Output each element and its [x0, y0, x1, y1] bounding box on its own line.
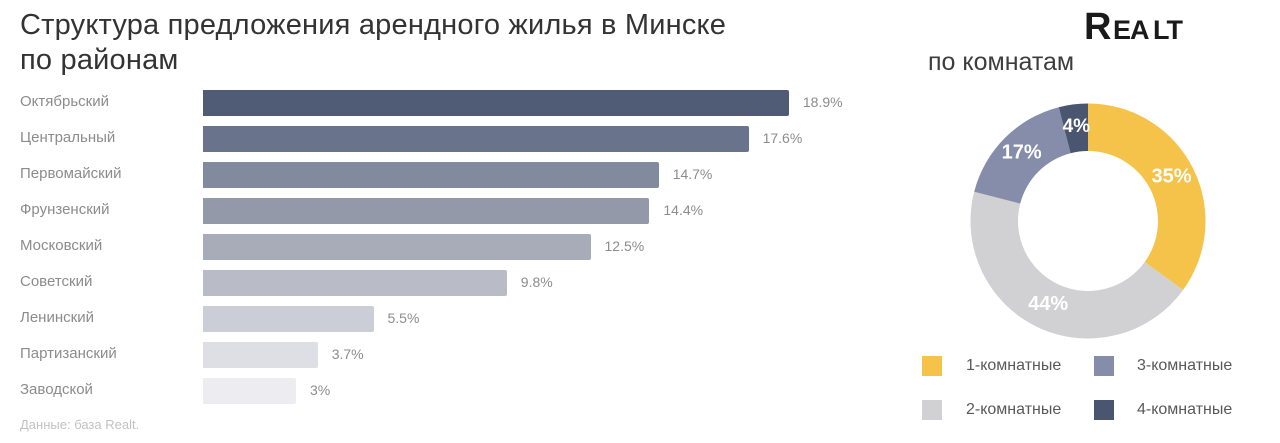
svg-text:EA: EA: [1113, 15, 1149, 45]
svg-text:35%: 35%: [1151, 165, 1191, 187]
svg-text:44%: 44%: [1028, 293, 1068, 315]
svg-text:LT: LT: [1153, 15, 1183, 45]
svg-text:17%: 17%: [1001, 142, 1041, 164]
svg-text:R: R: [1084, 9, 1111, 48]
svg-text:4%: 4%: [1062, 116, 1090, 137]
